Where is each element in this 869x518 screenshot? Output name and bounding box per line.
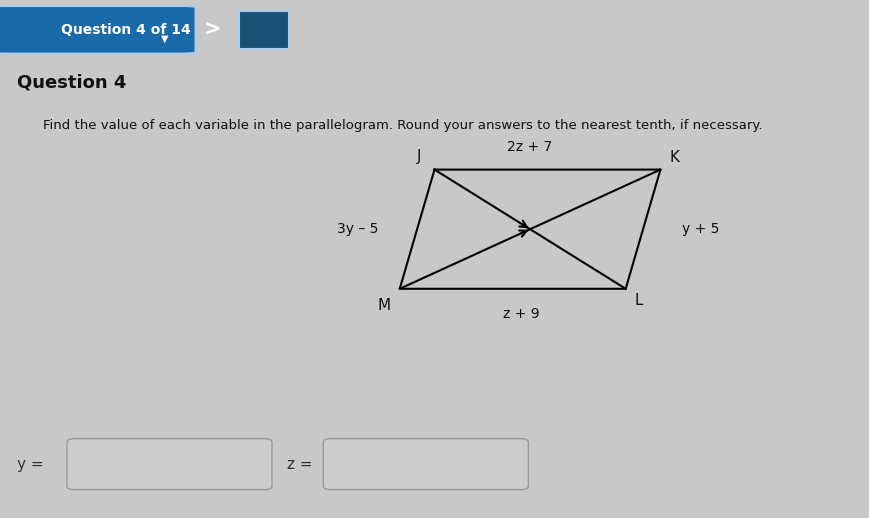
Text: J: J <box>417 149 421 164</box>
Text: Question 4 of 14: Question 4 of 14 <box>61 23 190 37</box>
Text: >: > <box>204 20 222 40</box>
Text: z =: z = <box>287 457 312 471</box>
FancyBboxPatch shape <box>239 11 289 49</box>
Text: z + 9: z + 9 <box>503 307 540 321</box>
Text: M: M <box>378 298 391 313</box>
FancyBboxPatch shape <box>323 439 528 490</box>
FancyBboxPatch shape <box>0 6 196 53</box>
Text: K: K <box>669 150 680 165</box>
Text: 3y – 5: 3y – 5 <box>336 222 378 236</box>
Text: y + 5: y + 5 <box>682 222 720 236</box>
Text: y =: y = <box>17 457 44 471</box>
Text: ▼: ▼ <box>161 34 169 44</box>
Text: L: L <box>634 293 643 308</box>
Text: 2z + 7: 2z + 7 <box>507 139 553 153</box>
Text: Find the value of each variable in the parallelogram. Round your answers to the : Find the value of each variable in the p… <box>43 119 763 132</box>
Text: Question 4: Question 4 <box>17 74 127 91</box>
FancyBboxPatch shape <box>67 439 272 490</box>
